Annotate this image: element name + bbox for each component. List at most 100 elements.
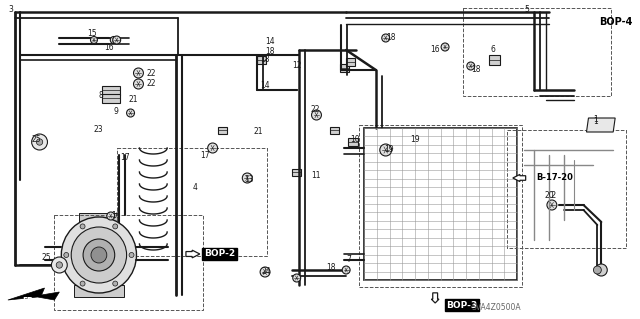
Circle shape bbox=[441, 43, 449, 51]
Bar bbox=[488, 55, 500, 65]
Text: BOP-4: BOP-4 bbox=[599, 17, 633, 27]
Bar bbox=[218, 127, 227, 133]
Bar bbox=[359, 125, 522, 287]
Text: 4: 4 bbox=[193, 183, 198, 192]
Bar bbox=[74, 285, 124, 297]
Text: 17: 17 bbox=[121, 153, 131, 162]
Circle shape bbox=[129, 253, 134, 257]
Circle shape bbox=[380, 144, 392, 156]
Text: 20: 20 bbox=[545, 190, 555, 199]
Text: 16: 16 bbox=[104, 43, 113, 53]
Text: FR.: FR. bbox=[22, 298, 36, 307]
Circle shape bbox=[134, 68, 143, 78]
Text: 7: 7 bbox=[346, 256, 351, 264]
Polygon shape bbox=[8, 288, 60, 300]
Bar bbox=[340, 64, 349, 72]
Circle shape bbox=[547, 200, 557, 210]
Text: 22: 22 bbox=[147, 78, 156, 87]
Circle shape bbox=[260, 267, 270, 277]
Text: 14: 14 bbox=[260, 80, 269, 90]
Circle shape bbox=[107, 212, 115, 220]
Text: 21: 21 bbox=[253, 128, 262, 137]
Circle shape bbox=[113, 281, 118, 286]
Circle shape bbox=[113, 36, 121, 44]
Circle shape bbox=[208, 143, 218, 153]
Bar bbox=[116, 148, 267, 256]
Circle shape bbox=[312, 110, 321, 120]
Bar bbox=[79, 213, 118, 225]
Text: 9: 9 bbox=[114, 108, 118, 116]
Circle shape bbox=[382, 34, 390, 42]
Text: 22: 22 bbox=[310, 106, 320, 115]
Bar bbox=[330, 127, 339, 133]
Circle shape bbox=[71, 227, 127, 283]
Text: 18: 18 bbox=[471, 65, 480, 75]
Text: 25: 25 bbox=[31, 136, 41, 145]
Circle shape bbox=[113, 224, 118, 229]
Text: 16: 16 bbox=[111, 211, 120, 219]
Circle shape bbox=[51, 257, 67, 273]
Circle shape bbox=[110, 36, 117, 43]
Text: 12: 12 bbox=[292, 61, 301, 70]
Bar bbox=[346, 58, 355, 66]
Text: 1: 1 bbox=[593, 115, 598, 124]
Text: 16: 16 bbox=[430, 46, 440, 55]
Text: 14: 14 bbox=[265, 38, 275, 47]
Text: 17: 17 bbox=[200, 152, 209, 160]
Circle shape bbox=[80, 281, 85, 286]
Circle shape bbox=[91, 247, 107, 263]
Text: 1: 1 bbox=[593, 117, 598, 127]
Circle shape bbox=[80, 224, 85, 229]
Text: B-17-20: B-17-20 bbox=[536, 174, 573, 182]
Circle shape bbox=[31, 134, 47, 150]
Text: 18: 18 bbox=[260, 56, 269, 64]
Circle shape bbox=[467, 62, 475, 70]
Polygon shape bbox=[186, 250, 200, 258]
Bar bbox=[102, 93, 120, 102]
Text: 21: 21 bbox=[129, 95, 138, 105]
Circle shape bbox=[292, 274, 301, 282]
Text: 8: 8 bbox=[99, 91, 104, 100]
Circle shape bbox=[36, 139, 43, 145]
Text: 18: 18 bbox=[386, 33, 396, 42]
Bar bbox=[364, 128, 517, 280]
Circle shape bbox=[61, 217, 136, 293]
Text: 15: 15 bbox=[87, 28, 97, 38]
Text: 18: 18 bbox=[326, 263, 336, 272]
Circle shape bbox=[134, 79, 143, 89]
Circle shape bbox=[595, 264, 607, 276]
Bar bbox=[292, 168, 301, 175]
Bar bbox=[102, 85, 120, 94]
Text: 24: 24 bbox=[261, 268, 271, 277]
Circle shape bbox=[56, 262, 63, 268]
Text: 11: 11 bbox=[312, 170, 321, 180]
Text: 3: 3 bbox=[8, 5, 13, 14]
Text: 5: 5 bbox=[524, 5, 529, 14]
Bar bbox=[463, 8, 611, 96]
Bar bbox=[348, 138, 358, 146]
Text: SVA4Z0500A: SVA4Z0500A bbox=[472, 303, 522, 313]
Circle shape bbox=[64, 253, 68, 257]
Circle shape bbox=[83, 239, 115, 271]
Polygon shape bbox=[431, 293, 439, 303]
Circle shape bbox=[243, 173, 252, 183]
Circle shape bbox=[342, 266, 350, 274]
Text: 6: 6 bbox=[490, 46, 495, 55]
Circle shape bbox=[593, 266, 602, 274]
Bar bbox=[508, 130, 626, 248]
Text: 18: 18 bbox=[265, 48, 275, 56]
Circle shape bbox=[90, 36, 97, 43]
Text: 19: 19 bbox=[410, 136, 420, 145]
Text: 2: 2 bbox=[550, 190, 555, 199]
Text: 10: 10 bbox=[350, 136, 360, 145]
Text: 19: 19 bbox=[384, 145, 394, 154]
Polygon shape bbox=[513, 174, 525, 182]
Polygon shape bbox=[586, 118, 615, 132]
Text: BOP-2: BOP-2 bbox=[204, 249, 235, 258]
Bar bbox=[54, 215, 203, 310]
Text: BOP-3: BOP-3 bbox=[446, 300, 477, 309]
Text: 13: 13 bbox=[244, 175, 254, 184]
Text: 25: 25 bbox=[42, 254, 51, 263]
Text: 22: 22 bbox=[147, 69, 156, 78]
Text: 23: 23 bbox=[94, 125, 104, 135]
